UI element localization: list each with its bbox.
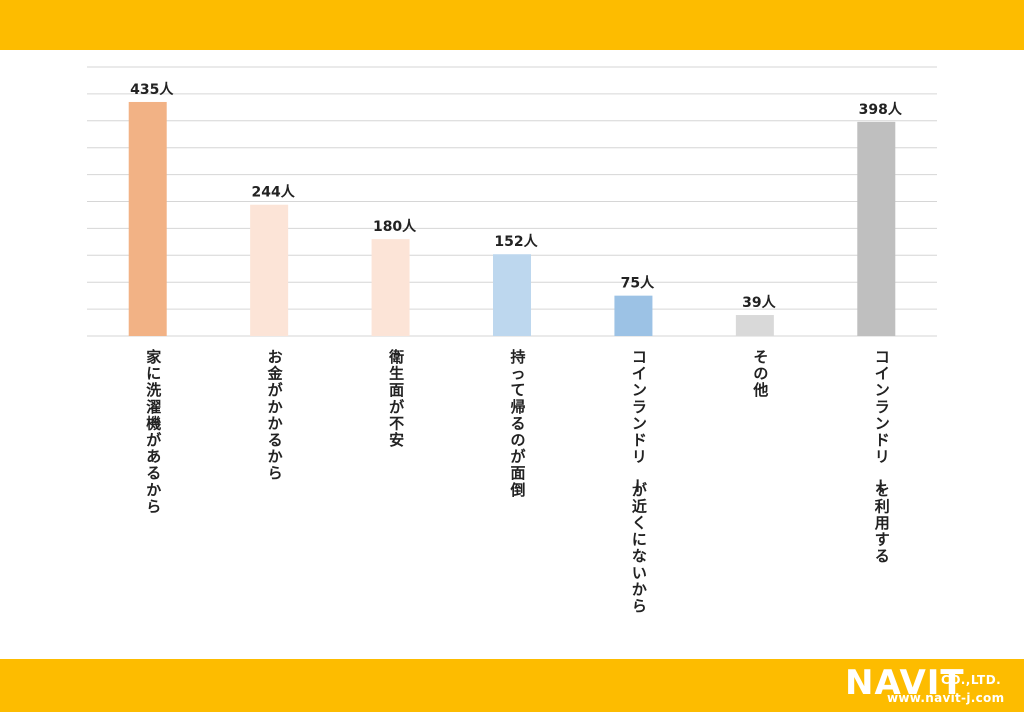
bar [735, 315, 774, 336]
data-labels: 435人 244人 180人 152人 75人 39人 398人 [130, 81, 903, 311]
bar-chart: 435人 244人 180人 152人 75人 39人 398人 家に洗濯機があるから お金が… [87, 66, 937, 615]
bottom-banner [0, 659, 1024, 712]
bar [371, 239, 410, 336]
company-logo: NAVIT CO.,LTD. www.navit-j.com [845, 663, 1020, 709]
top-banner [0, 0, 1024, 50]
bar [857, 121, 896, 336]
category-label: コインランドリーを利用する [871, 348, 890, 565]
logo-suffix: CO.,LTD. [941, 673, 1002, 687]
bar [128, 101, 167, 336]
data-label: 152人 [494, 233, 538, 250]
category-label: お金がかかるから [267, 348, 284, 482]
bar [493, 254, 531, 336]
category-labels: 家に洗濯機があるから お金がかかるから 衛生面が不安 持って帰るのが面倒 コインランドリ… [146, 348, 890, 615]
bar [250, 204, 289, 336]
data-label: 39人 [742, 294, 776, 311]
grid-lines [87, 66, 937, 337]
logo-url: www.navit-j.com [887, 691, 1005, 705]
bars [128, 101, 896, 336]
bar [614, 295, 653, 336]
data-label: 75人 [621, 275, 655, 292]
category-label: その他 [752, 348, 768, 399]
logo-brand: NAVIT [845, 663, 965, 703]
category-label: コインランドリーが近くにないから [628, 348, 648, 615]
data-label: 435人 [130, 81, 174, 98]
category-label: 衛生面が不安 [388, 348, 405, 449]
category-label: 持って帰るのが面倒 [509, 348, 526, 499]
data-label: 398人 [859, 101, 903, 118]
data-label: 180人 [373, 218, 417, 235]
data-label: 244人 [252, 184, 296, 201]
category-label: 家に洗濯機があるから [146, 348, 162, 515]
